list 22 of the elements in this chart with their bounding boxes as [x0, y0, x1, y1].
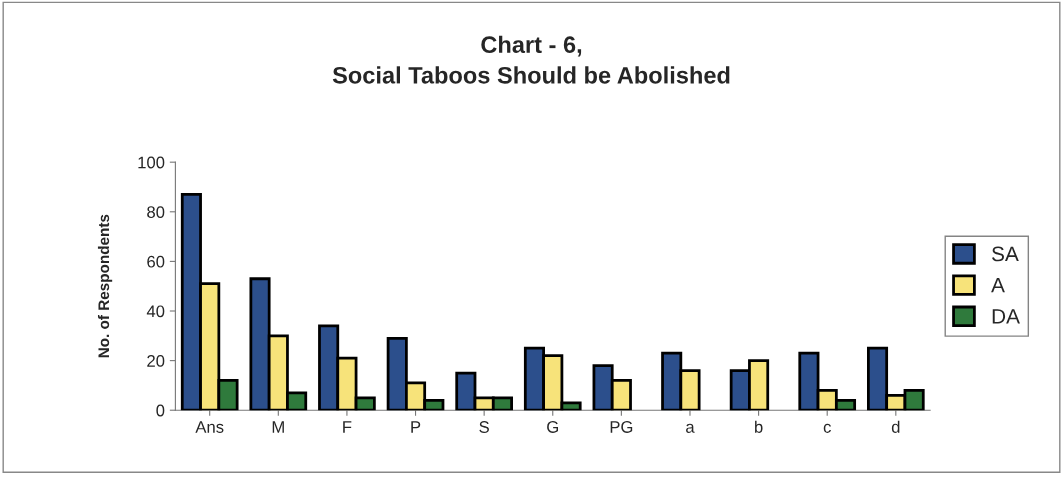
y-tick-label: 60	[147, 255, 165, 268]
legend-label: SA	[992, 246, 1019, 262]
y-tick-label: 40	[146, 305, 165, 318]
x-tick-label: d	[891, 420, 900, 433]
legend-label: A	[991, 277, 1005, 293]
y-tick-label: 100	[138, 156, 165, 169]
x-tick-label: S	[479, 421, 489, 433]
x-tick-label: P	[411, 421, 421, 433]
chart-title: Chart - 6, Social Taboos Should be Abolished	[332, 35, 730, 84]
x-tick-label: c	[823, 423, 831, 433]
x-tick-label: PG	[610, 421, 633, 433]
x-tick-label: a	[686, 423, 695, 433]
y-tick-label: 20	[147, 355, 165, 367]
y-axis-title: No. of Respondents	[97, 214, 113, 358]
x-tick-label: Ans	[195, 421, 224, 433]
x-tick-label: G	[547, 421, 558, 433]
x-tick-label: M	[272, 421, 284, 433]
y-tick-label: 80	[147, 206, 165, 218]
x-tick-label: b	[755, 420, 763, 433]
legend-label: DA	[992, 309, 1020, 324]
x-tick-label: F	[343, 421, 352, 433]
y-tick-label: 0	[156, 404, 165, 417]
